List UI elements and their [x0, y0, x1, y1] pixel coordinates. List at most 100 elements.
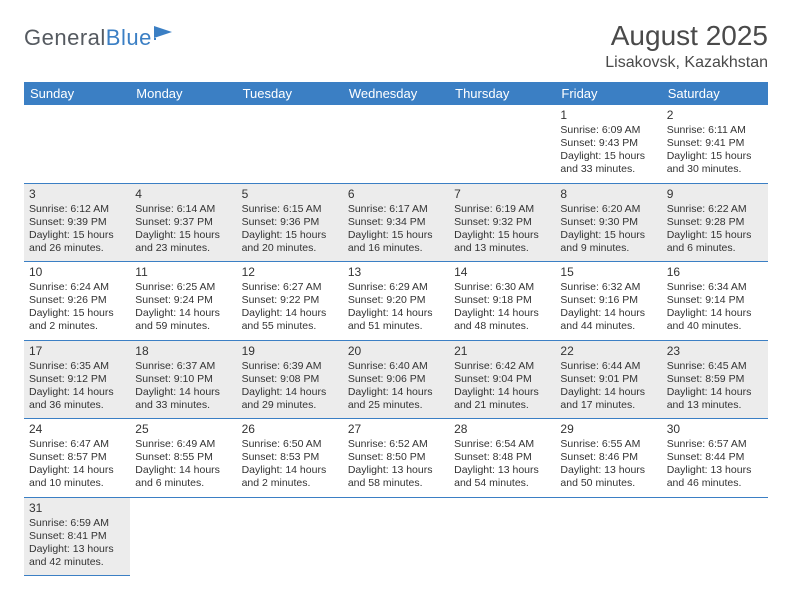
day-number: 8 — [560, 187, 656, 202]
sunset-text: Sunset: 9:36 PM — [242, 216, 338, 229]
sunrise-text: Sunrise: 6:44 AM — [560, 360, 656, 373]
calendar-empty — [24, 105, 130, 183]
logo: GeneralBlue — [24, 20, 176, 56]
calendar-empty — [343, 497, 449, 576]
calendar-day: 30Sunrise: 6:57 AMSunset: 8:44 PMDayligh… — [662, 419, 768, 498]
sunset-text: Sunset: 9:22 PM — [242, 294, 338, 307]
sunset-text: Sunset: 9:32 PM — [454, 216, 550, 229]
sunrise-text: Sunrise: 6:22 AM — [667, 203, 763, 216]
day-number: 1 — [560, 108, 656, 123]
calendar-week: 24Sunrise: 6:47 AMSunset: 8:57 PMDayligh… — [24, 419, 768, 498]
daylight-text: Daylight: 14 hours and 25 minutes. — [348, 386, 444, 412]
daylight-text: Daylight: 14 hours and 13 minutes. — [667, 386, 763, 412]
day-number: 4 — [135, 187, 231, 202]
sunset-text: Sunset: 9:10 PM — [135, 373, 231, 386]
sunrise-text: Sunrise: 6:11 AM — [667, 124, 763, 137]
calendar-day: 19Sunrise: 6:39 AMSunset: 9:08 PMDayligh… — [237, 340, 343, 419]
daylight-text: Daylight: 14 hours and 51 minutes. — [348, 307, 444, 333]
sunrise-text: Sunrise: 6:14 AM — [135, 203, 231, 216]
calendar-empty — [237, 497, 343, 576]
month-title: August 2025 — [605, 20, 768, 52]
sunset-text: Sunset: 9:06 PM — [348, 373, 444, 386]
day-number: 30 — [667, 422, 763, 437]
calendar-week: 31Sunrise: 6:59 AMSunset: 8:41 PMDayligh… — [24, 497, 768, 576]
sunset-text: Sunset: 8:50 PM — [348, 451, 444, 464]
sunrise-text: Sunrise: 6:09 AM — [560, 124, 656, 137]
sunrise-text: Sunrise: 6:57 AM — [667, 438, 763, 451]
sunset-text: Sunset: 8:57 PM — [29, 451, 125, 464]
calendar-empty — [343, 105, 449, 183]
daylight-text: Daylight: 13 hours and 46 minutes. — [667, 464, 763, 490]
daylight-text: Daylight: 15 hours and 26 minutes. — [29, 229, 125, 255]
daylight-text: Daylight: 14 hours and 59 minutes. — [135, 307, 231, 333]
sunrise-text: Sunrise: 6:30 AM — [454, 281, 550, 294]
sunset-text: Sunset: 8:48 PM — [454, 451, 550, 464]
calendar-day: 10Sunrise: 6:24 AMSunset: 9:26 PMDayligh… — [24, 262, 130, 341]
daylight-text: Daylight: 13 hours and 54 minutes. — [454, 464, 550, 490]
sunrise-text: Sunrise: 6:19 AM — [454, 203, 550, 216]
sunset-text: Sunset: 9:26 PM — [29, 294, 125, 307]
sunrise-text: Sunrise: 6:39 AM — [242, 360, 338, 373]
day-number: 9 — [667, 187, 763, 202]
day-number: 19 — [242, 344, 338, 359]
day-number: 31 — [29, 501, 125, 516]
daylight-text: Daylight: 14 hours and 6 minutes. — [135, 464, 231, 490]
daylight-text: Daylight: 13 hours and 50 minutes. — [560, 464, 656, 490]
daylight-text: Daylight: 15 hours and 20 minutes. — [242, 229, 338, 255]
daylight-text: Daylight: 15 hours and 30 minutes. — [667, 150, 763, 176]
sunrise-text: Sunrise: 6:37 AM — [135, 360, 231, 373]
calendar-day: 5Sunrise: 6:15 AMSunset: 9:36 PMDaylight… — [237, 183, 343, 262]
calendar-body: 1Sunrise: 6:09 AMSunset: 9:43 PMDaylight… — [24, 105, 768, 576]
daylight-text: Daylight: 14 hours and 2 minutes. — [242, 464, 338, 490]
daylight-text: Daylight: 14 hours and 40 minutes. — [667, 307, 763, 333]
sunrise-text: Sunrise: 6:25 AM — [135, 281, 231, 294]
sunrise-text: Sunrise: 6:32 AM — [560, 281, 656, 294]
calendar-day: 27Sunrise: 6:52 AMSunset: 8:50 PMDayligh… — [343, 419, 449, 498]
day-number: 14 — [454, 265, 550, 280]
day-number: 6 — [348, 187, 444, 202]
sunset-text: Sunset: 9:14 PM — [667, 294, 763, 307]
sunrise-text: Sunrise: 6:35 AM — [29, 360, 125, 373]
daylight-text: Daylight: 14 hours and 33 minutes. — [135, 386, 231, 412]
calendar-day: 18Sunrise: 6:37 AMSunset: 9:10 PMDayligh… — [130, 340, 236, 419]
sunset-text: Sunset: 9:12 PM — [29, 373, 125, 386]
sunset-text: Sunset: 8:55 PM — [135, 451, 231, 464]
daylight-text: Daylight: 15 hours and 16 minutes. — [348, 229, 444, 255]
daylight-text: Daylight: 14 hours and 44 minutes. — [560, 307, 656, 333]
calendar-day: 14Sunrise: 6:30 AMSunset: 9:18 PMDayligh… — [449, 262, 555, 341]
calendar-day: 28Sunrise: 6:54 AMSunset: 8:48 PMDayligh… — [449, 419, 555, 498]
daylight-text: Daylight: 15 hours and 6 minutes. — [667, 229, 763, 255]
day-header: Friday — [555, 82, 661, 105]
day-number: 7 — [454, 187, 550, 202]
calendar-week: 10Sunrise: 6:24 AMSunset: 9:26 PMDayligh… — [24, 262, 768, 341]
day-header: Wednesday — [343, 82, 449, 105]
flag-icon — [154, 20, 176, 46]
calendar-day: 4Sunrise: 6:14 AMSunset: 9:37 PMDaylight… — [130, 183, 236, 262]
calendar-day: 6Sunrise: 6:17 AMSunset: 9:34 PMDaylight… — [343, 183, 449, 262]
day-number: 24 — [29, 422, 125, 437]
day-number: 17 — [29, 344, 125, 359]
sunset-text: Sunset: 9:28 PM — [667, 216, 763, 229]
calendar-day: 21Sunrise: 6:42 AMSunset: 9:04 PMDayligh… — [449, 340, 555, 419]
sunrise-text: Sunrise: 6:24 AM — [29, 281, 125, 294]
calendar-day: 13Sunrise: 6:29 AMSunset: 9:20 PMDayligh… — [343, 262, 449, 341]
calendar-day: 25Sunrise: 6:49 AMSunset: 8:55 PMDayligh… — [130, 419, 236, 498]
sunrise-text: Sunrise: 6:52 AM — [348, 438, 444, 451]
calendar-empty — [555, 497, 661, 576]
calendar-day: 24Sunrise: 6:47 AMSunset: 8:57 PMDayligh… — [24, 419, 130, 498]
calendar-day: 12Sunrise: 6:27 AMSunset: 9:22 PMDayligh… — [237, 262, 343, 341]
sunrise-text: Sunrise: 6:29 AM — [348, 281, 444, 294]
day-number: 29 — [560, 422, 656, 437]
sunset-text: Sunset: 8:41 PM — [29, 530, 125, 543]
calendar-empty — [130, 105, 236, 183]
sunset-text: Sunset: 9:34 PM — [348, 216, 444, 229]
daylight-text: Daylight: 15 hours and 13 minutes. — [454, 229, 550, 255]
logo-text-blue: Blue — [106, 25, 152, 51]
day-number: 22 — [560, 344, 656, 359]
calendar-empty — [130, 497, 236, 576]
calendar-day: 31Sunrise: 6:59 AMSunset: 8:41 PMDayligh… — [24, 497, 130, 576]
sunrise-text: Sunrise: 6:45 AM — [667, 360, 763, 373]
day-number: 5 — [242, 187, 338, 202]
day-number: 28 — [454, 422, 550, 437]
day-header: Sunday — [24, 82, 130, 105]
